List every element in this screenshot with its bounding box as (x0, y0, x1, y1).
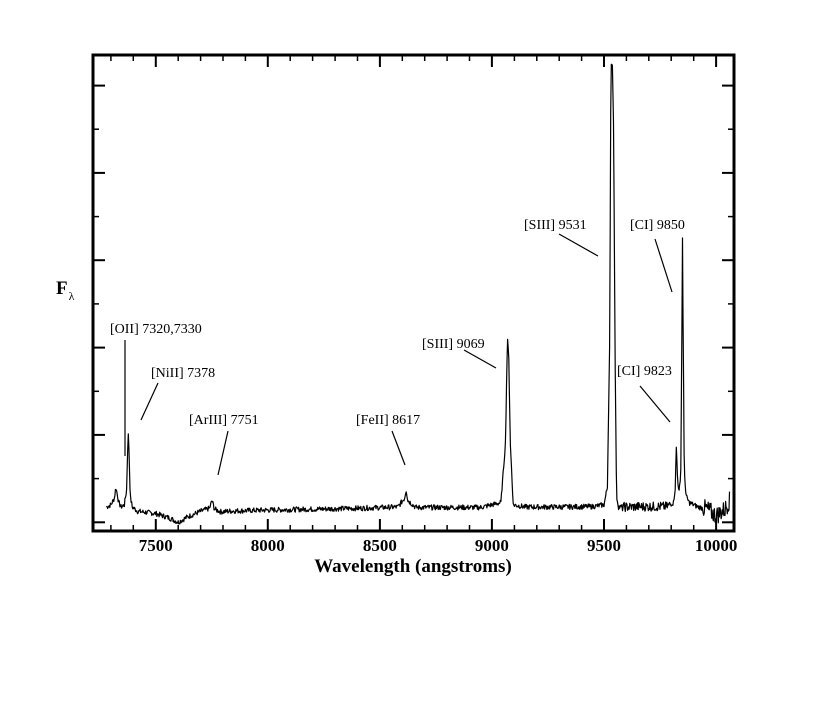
x-tick-label: 9500 (587, 536, 621, 555)
spectrum-line (105, 63, 731, 525)
x-tick-label: 7500 (139, 536, 173, 555)
annotation-label: [CI] 9850 (630, 218, 685, 233)
x-tick-label: 9000 (475, 536, 509, 555)
annotation-leader-line (140, 382, 159, 421)
x-tick-label: 8500 (363, 536, 397, 555)
annotation-leader-line (463, 349, 497, 369)
annotation-leader-line (639, 385, 671, 423)
x-axis-title: Wavelength (angstroms) (314, 556, 512, 577)
line-annotations: [OII] 7320,7330 [NiII] 7378 [ArIII] 7751 [F… (110, 218, 685, 476)
x-tick-label: 8000 (251, 536, 285, 555)
y-axis-title-subscript: λ (69, 289, 75, 303)
annotation-leader-line (217, 430, 229, 476)
annotation-label: [ArIII] 7751 (189, 413, 259, 428)
annotation-label: [SIII] 9531 (524, 218, 587, 233)
annotation-leader-line (558, 233, 599, 257)
axis-tick-labels: 7500 8000 8500 9000 9500 10000 (139, 536, 738, 555)
annotation-label: [FeII] 8617 (356, 413, 420, 428)
annotation-label: [SIII] 9069 (422, 337, 485, 352)
annotation-leader-line (654, 238, 673, 293)
x-tick-label: 10000 (695, 536, 738, 555)
y-axis-title-main: F (56, 278, 68, 299)
annotation-label: [CI] 9823 (617, 364, 672, 379)
annotation-leader-line (391, 430, 406, 466)
y-axis-title: Fλ (56, 278, 75, 303)
annotation-label: [NiII] 7378 (151, 366, 215, 381)
plot-frame (91, 53, 736, 533)
annotation-label: [OII] 7320,7330 (110, 322, 202, 337)
